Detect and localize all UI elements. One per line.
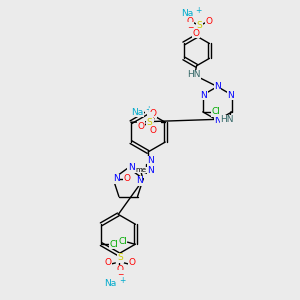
- Text: O: O: [150, 126, 157, 135]
- Text: N: N: [214, 116, 221, 125]
- Text: −: −: [188, 22, 194, 32]
- Text: +: +: [195, 6, 202, 15]
- Text: O: O: [105, 258, 112, 267]
- Text: O: O: [117, 266, 124, 274]
- Text: O: O: [206, 17, 213, 26]
- Text: −: −: [147, 113, 154, 122]
- Text: N: N: [113, 174, 119, 183]
- Text: −: −: [117, 270, 124, 279]
- Text: O: O: [129, 258, 136, 267]
- Text: O: O: [192, 28, 199, 38]
- Text: Na: Na: [131, 108, 144, 117]
- Text: Cl: Cl: [110, 240, 118, 249]
- Text: HN: HN: [220, 115, 234, 124]
- Text: N: N: [200, 91, 207, 100]
- Text: HN: HN: [187, 70, 200, 79]
- Text: Cl: Cl: [118, 237, 127, 246]
- Text: S: S: [117, 254, 123, 262]
- Text: N: N: [128, 163, 135, 172]
- Text: N: N: [136, 176, 143, 185]
- Text: me: me: [136, 167, 147, 173]
- Text: Na: Na: [182, 9, 194, 18]
- Text: O: O: [138, 122, 145, 131]
- Text: O: O: [124, 174, 130, 183]
- Text: N: N: [214, 82, 221, 91]
- Text: +: +: [145, 105, 152, 114]
- Text: Na: Na: [104, 279, 116, 288]
- Text: O: O: [150, 109, 157, 118]
- Text: +: +: [119, 276, 125, 285]
- Text: O: O: [186, 17, 193, 26]
- Text: N: N: [148, 156, 154, 165]
- Text: S: S: [197, 21, 203, 30]
- Text: Cl: Cl: [211, 107, 220, 116]
- Text: N: N: [228, 91, 234, 100]
- Text: N: N: [148, 166, 154, 175]
- Text: S: S: [146, 118, 152, 127]
